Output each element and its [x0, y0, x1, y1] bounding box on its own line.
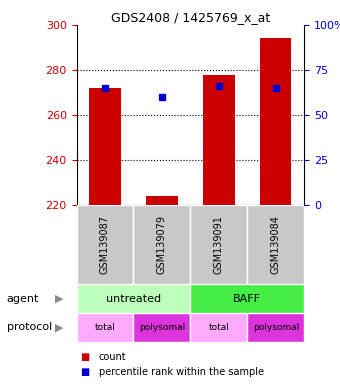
Bar [146, 196, 177, 205]
Bar [89, 88, 121, 205]
Text: BAFF: BAFF [233, 293, 261, 304]
Text: total: total [208, 323, 229, 332]
Bar [134, 205, 190, 284]
Text: GSM139091: GSM139091 [214, 215, 224, 274]
Text: percentile rank within the sample: percentile rank within the sample [99, 367, 264, 377]
Text: ▶: ▶ [55, 293, 64, 304]
Text: count: count [99, 352, 126, 362]
Text: agent: agent [7, 293, 39, 304]
Bar [190, 205, 248, 284]
Text: untreated: untreated [106, 293, 161, 304]
Text: GSM139079: GSM139079 [157, 215, 167, 274]
Bar [190, 284, 304, 313]
Bar [203, 74, 235, 205]
Bar [260, 38, 291, 205]
Text: ▶: ▶ [55, 322, 64, 333]
Bar [76, 205, 133, 284]
Text: GSM139084: GSM139084 [271, 215, 281, 274]
Text: ■: ■ [80, 367, 89, 377]
Text: total: total [95, 323, 115, 332]
Text: polysomal: polysomal [253, 323, 299, 332]
Title: GDS2408 / 1425769_x_at: GDS2408 / 1425769_x_at [111, 11, 270, 24]
Bar [190, 313, 248, 342]
Text: GSM139087: GSM139087 [100, 215, 110, 274]
Bar [134, 313, 190, 342]
Bar [248, 205, 304, 284]
Bar [248, 313, 304, 342]
Text: protocol: protocol [7, 322, 52, 333]
Bar [76, 284, 190, 313]
Text: polysomal: polysomal [139, 323, 185, 332]
Bar [76, 313, 133, 342]
Text: ■: ■ [80, 352, 89, 362]
